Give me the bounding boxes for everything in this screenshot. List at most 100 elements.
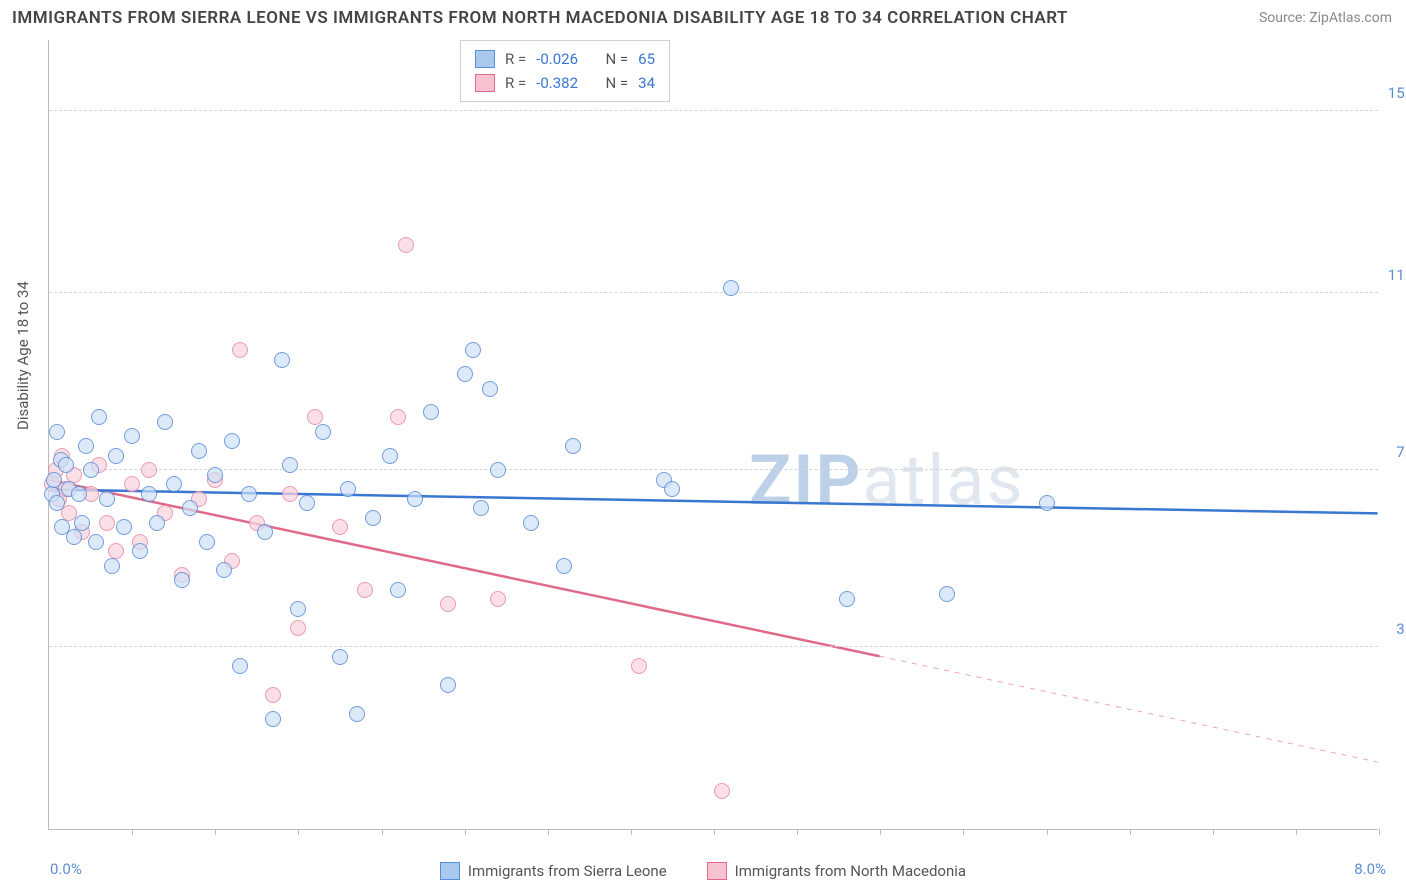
data-point: [315, 424, 331, 440]
data-point: [99, 491, 115, 507]
x-tick: [132, 829, 133, 835]
data-point: [149, 515, 165, 531]
x-tick: [714, 829, 715, 835]
swatch-pink-icon: [707, 862, 727, 880]
data-point: [157, 414, 173, 430]
data-point: [49, 495, 65, 511]
gridline-h: [49, 469, 1378, 470]
data-point: [124, 428, 140, 444]
data-point: [490, 462, 506, 478]
scatter-plot: ZIPatlas 3.8%7.5%11.2%15.0%: [48, 40, 1378, 830]
data-point: [74, 515, 90, 531]
x-tick: [631, 829, 632, 835]
legend-series-b-label: Immigrants from North Macedonia: [735, 862, 966, 880]
trend-lines-layer: [49, 40, 1378, 829]
data-point: [523, 515, 539, 531]
r-value: -0.382: [536, 71, 578, 95]
data-point: [365, 510, 381, 526]
data-point: [440, 596, 456, 612]
data-point: [71, 486, 87, 502]
data-point: [182, 500, 198, 516]
x-tick: [548, 829, 549, 835]
data-point: [46, 472, 62, 488]
data-point: [482, 381, 498, 397]
x-tick: [465, 829, 466, 835]
data-point: [166, 476, 182, 492]
data-point: [124, 476, 140, 492]
data-point: [191, 443, 207, 459]
data-point: [232, 342, 248, 358]
y-axis-label: Disability Age 18 to 34: [14, 281, 32, 430]
x-tick: [963, 829, 964, 835]
data-point: [116, 519, 132, 535]
gridline-h: [49, 292, 1378, 293]
data-point: [88, 534, 104, 550]
data-point: [357, 582, 373, 598]
x-tick: [382, 829, 383, 835]
data-point: [299, 495, 315, 511]
x-tick: [1379, 829, 1380, 835]
gridline-h: [49, 110, 1378, 111]
y-tick-label: 7.5%: [1396, 443, 1406, 461]
data-point: [390, 409, 406, 425]
data-point: [290, 601, 306, 617]
data-point: [216, 562, 232, 578]
data-point: [631, 658, 647, 674]
data-point: [282, 457, 298, 473]
watermark-bold: ZIP: [749, 440, 862, 522]
swatch-icon: [475, 50, 495, 68]
legend-series: Immigrants from Sierra Leone Immigrants …: [0, 862, 1406, 880]
data-point: [565, 438, 581, 454]
data-point: [382, 448, 398, 464]
watermark: ZIPatlas: [749, 440, 1025, 522]
legend-correlation: R =-0.026 N =65R =-0.382 N =34: [460, 40, 670, 102]
n-label: N =: [605, 47, 628, 71]
data-point: [66, 529, 82, 545]
y-tick-label: 11.2%: [1388, 266, 1406, 284]
r-value: -0.026: [536, 47, 578, 71]
legend-series-a-label: Immigrants from Sierra Leone: [468, 862, 667, 880]
data-point: [78, 438, 94, 454]
gridline-h: [49, 646, 1378, 647]
source-link[interactable]: ZipAtlas.com: [1309, 10, 1392, 26]
data-point: [1039, 495, 1055, 511]
data-point: [104, 558, 120, 574]
data-point: [723, 280, 739, 296]
data-point: [473, 500, 489, 516]
data-point: [174, 572, 190, 588]
data-point: [232, 658, 248, 674]
data-point: [440, 677, 456, 693]
source-prefix: Source:: [1259, 10, 1309, 26]
data-point: [398, 237, 414, 253]
n-label: N =: [605, 71, 628, 95]
legend-series-a: Immigrants from Sierra Leone: [440, 862, 667, 880]
data-point: [664, 481, 680, 497]
data-point: [556, 558, 572, 574]
data-point: [465, 342, 481, 358]
data-point: [340, 481, 356, 497]
data-point: [490, 591, 506, 607]
data-point: [274, 352, 290, 368]
chart-title: IMMIGRANTS FROM SIERRA LEONE VS IMMIGRAN…: [12, 8, 1068, 28]
data-point: [241, 486, 257, 502]
watermark-light: atlas: [862, 440, 1024, 522]
x-tick: [880, 829, 881, 835]
data-point: [207, 467, 223, 483]
data-point: [108, 448, 124, 464]
data-point: [99, 515, 115, 531]
data-point: [224, 433, 240, 449]
data-point: [141, 462, 157, 478]
legend-series-b: Immigrants from North Macedonia: [707, 862, 966, 880]
data-point: [349, 706, 365, 722]
data-point: [91, 409, 107, 425]
swatch-blue-icon: [440, 862, 460, 880]
data-point: [282, 486, 298, 502]
x-tick: [215, 829, 216, 835]
r-label: R =: [505, 71, 526, 95]
data-point: [939, 586, 955, 602]
data-point: [332, 649, 348, 665]
legend-row: R =-0.026 N =65: [475, 47, 655, 71]
data-point: [265, 711, 281, 727]
data-point: [257, 524, 273, 540]
x-tick: [797, 829, 798, 835]
